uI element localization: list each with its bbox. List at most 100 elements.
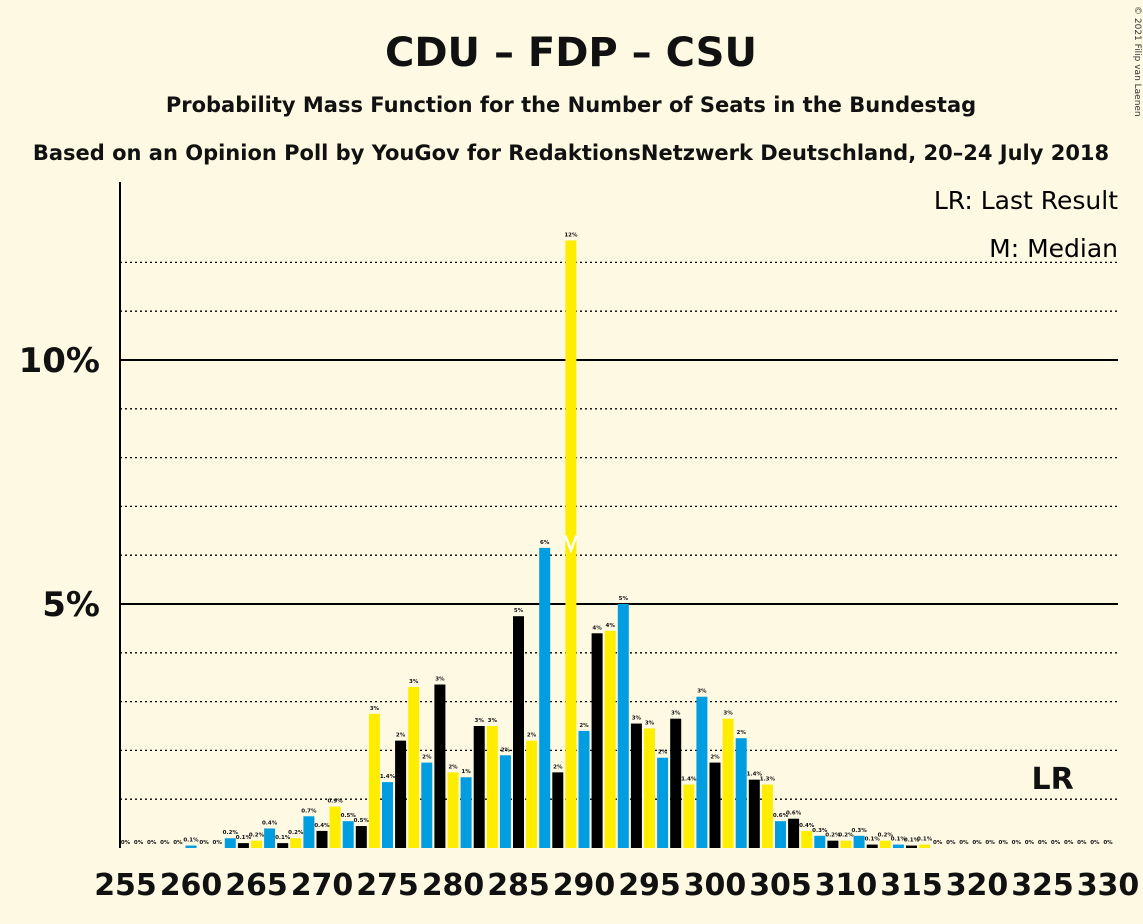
bar-value-label: 12% [564,232,578,238]
bar-value-label: 0.2% [288,830,304,836]
bar-seat-281 [460,777,472,848]
y-tick-label: 10% [19,341,100,381]
last-result-marker: LR [1031,762,1073,797]
bar-value-label: 0% [1077,840,1087,846]
bar-value-label: 0.1% [865,837,881,843]
bar-seat-266 [264,828,276,848]
bar-seat-306 [788,818,800,848]
x-tick-label: 295 [618,868,681,903]
x-tick-label: 305 [749,868,812,903]
bar-seat-309 [827,840,839,848]
bar-value-label: 0% [985,840,995,846]
bar-seat-269 [303,816,315,848]
bar-value-label: 2% [422,755,432,761]
bar-seat-276 [395,740,407,848]
bar-value-label: 3% [409,679,419,685]
bar-seat-299 [696,696,708,848]
bar-seat-310 [840,840,852,848]
bar-seat-302 [735,738,747,848]
bar-value-label: 0% [1051,840,1061,846]
bar-value-label: 0.2% [878,833,894,839]
bar-seat-286 [526,740,538,848]
bar-seat-293 [617,604,629,848]
x-tick-label: 255 [94,868,157,903]
bar-seat-289 [565,240,577,848]
bar-value-label: 3% [632,716,642,722]
bar-value-label: 0.3% [812,828,828,834]
bar-value-label: 0% [134,840,144,846]
copyright-notice: © 2021 Filip van Laenen [1132,6,1142,117]
bar-seat-284 [499,755,511,848]
bar-value-label: 0% [199,840,209,846]
bar-value-label: 0.5% [354,818,370,824]
bar-value-label: 2% [737,730,747,736]
bar-seat-314 [892,844,904,848]
bar-seat-316 [919,844,931,848]
bar-seat-273 [355,826,367,848]
bar-value-label: 3% [435,677,445,683]
bar-seat-308 [814,835,826,848]
bar-value-label: 6% [540,540,550,546]
chart-subtitle: Probability Mass Function for the Number… [166,93,976,117]
bar-value-label: 2% [501,747,511,753]
x-tick-label: 325 [1011,868,1074,903]
bar-value-label: 0% [213,840,223,846]
bar-seat-271 [329,806,341,848]
bar-seat-301 [722,718,734,848]
bar-seat-280 [447,772,459,848]
bar-value-label: 0% [160,840,170,846]
bar-seat-263 [224,838,236,848]
bar-value-label: 2% [396,733,406,739]
x-tick-label: 265 [225,868,288,903]
bar-seat-270 [316,830,328,848]
bar-seat-291 [591,633,603,848]
bar-value-label: 0% [959,840,969,846]
bar-seat-267 [277,843,289,848]
bar-value-label: 3% [645,720,655,726]
bar-value-label: 0.2% [249,833,265,839]
bar-value-label: 1% [461,769,471,775]
bar-seat-307 [801,830,813,848]
bar-value-label: 0.2% [825,833,841,839]
bar-seat-292 [604,630,616,848]
chart-subtitle-poll: Based on an Opinion Poll by YouGov for R… [33,141,1109,165]
bar-seat-279 [434,684,446,848]
bar-value-label: 0% [1090,840,1100,846]
bar-seat-283 [486,726,498,848]
bar-value-label: 0% [972,840,982,846]
bar-value-label: 0% [147,840,157,846]
bar-seat-278 [421,762,433,848]
bar-value-label: 0.4% [262,820,278,826]
bar-value-label: 0.6% [773,813,789,819]
bar-value-label: 0.9% [327,799,343,805]
bar-seat-295 [644,728,655,848]
legend-median: M: Median [989,234,1118,263]
bar-value-label: 0.1% [183,838,199,844]
bar-seat-304 [761,784,773,848]
bar-value-label: 2% [658,750,668,756]
x-tick-label: 300 [684,868,747,903]
bar-value-label: 0.4% [799,823,815,829]
bar-value-label: 0% [173,840,183,846]
bar-seat-315 [906,845,917,848]
bar-seat-265 [251,840,262,848]
bar-value-label: 0% [933,840,943,846]
x-tick-label: 315 [880,868,943,903]
bar-seat-268 [290,838,302,848]
bar-seat-264 [237,843,249,848]
x-tick-label: 275 [356,868,419,903]
median-marker [564,535,578,554]
bar-value-label: 0% [1064,840,1074,846]
bar-value-label: 3% [475,718,485,724]
bar-seat-277 [408,686,420,848]
bar-value-label: 4% [606,623,616,629]
bar-seat-313 [879,840,891,848]
bar-seat-303 [748,779,760,848]
bar-seat-298 [683,784,695,848]
bar-value-label: 1.3% [760,777,776,783]
x-tick-label: 260 [160,868,223,903]
bar-value-label: 3% [370,706,380,712]
bar-seat-272 [342,821,354,848]
bar-value-label: 0.2% [223,830,239,836]
